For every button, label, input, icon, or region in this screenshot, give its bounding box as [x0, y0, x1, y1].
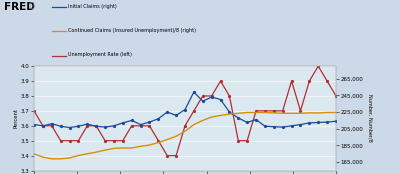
- Text: Initial Claims (right): Initial Claims (right): [68, 4, 117, 9]
- Y-axis label: Percent: Percent: [13, 108, 18, 128]
- Text: Unemployment Rate (left): Unemployment Rate (left): [68, 52, 132, 57]
- Text: FRED: FRED: [4, 2, 35, 12]
- Y-axis label: Number, Number/8: Number, Number/8: [367, 94, 372, 142]
- Text: Continued Claims (Insured Unemployment)/8 (right): Continued Claims (Insured Unemployment)/…: [68, 28, 196, 33]
- Text: 📈: 📈: [30, 2, 34, 8]
